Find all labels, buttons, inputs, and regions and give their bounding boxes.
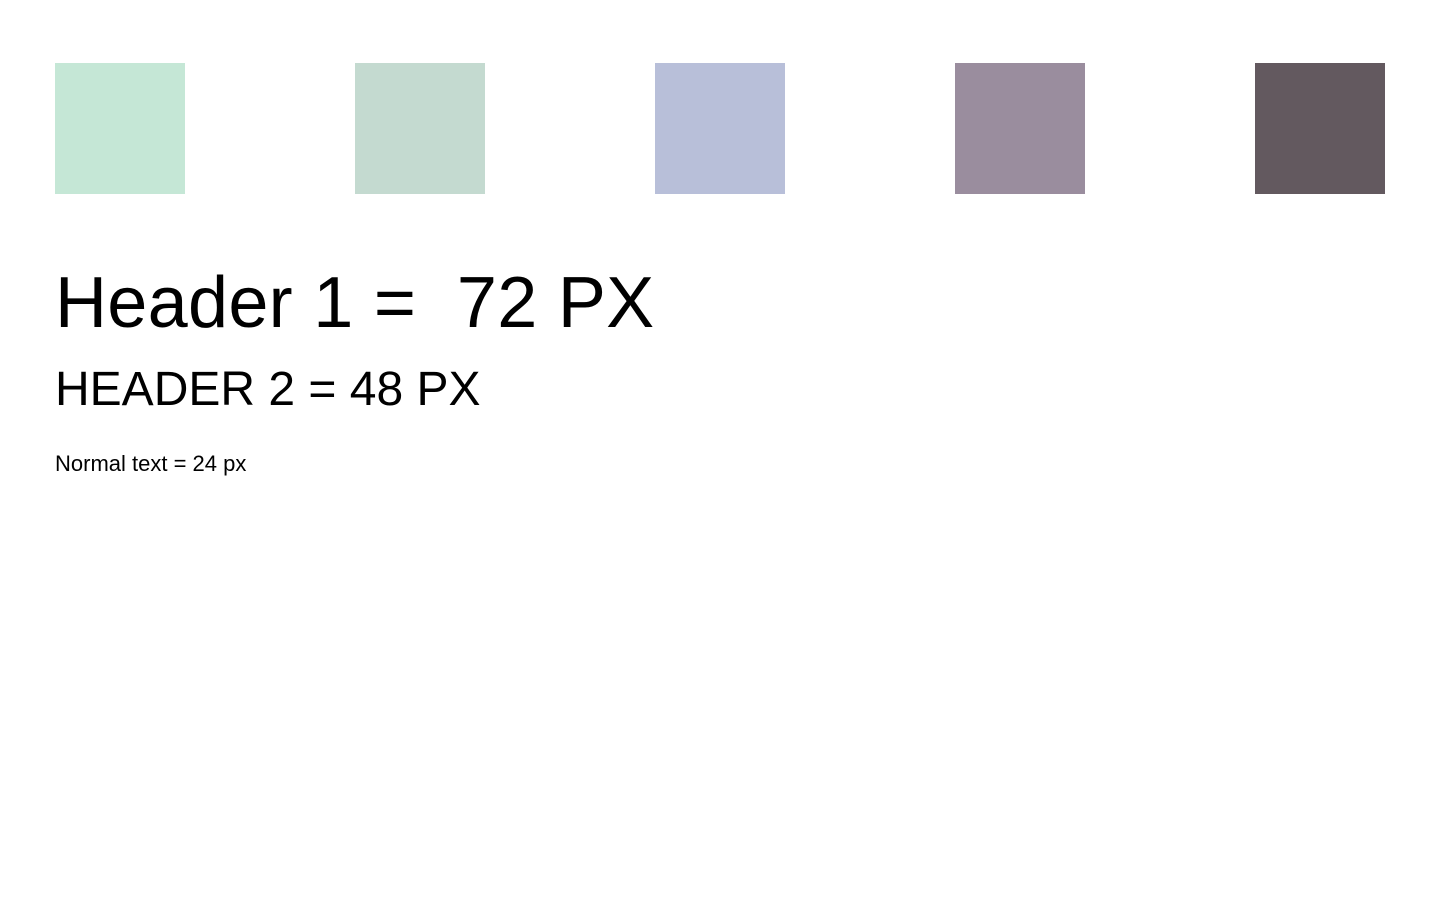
- color-swatch-2: [355, 63, 485, 194]
- color-swatch-5: [1255, 63, 1385, 194]
- color-palette: [55, 63, 1385, 194]
- header-2-sample: HEADER 2 = 48 PX: [55, 363, 481, 416]
- header-1-sample: Header 1 = 72 PX: [55, 263, 655, 343]
- color-swatch-4: [955, 63, 1085, 194]
- color-swatch-3: [655, 63, 785, 194]
- normal-text-sample: Normal text = 24 px: [55, 451, 247, 476]
- color-swatch-1: [55, 63, 185, 194]
